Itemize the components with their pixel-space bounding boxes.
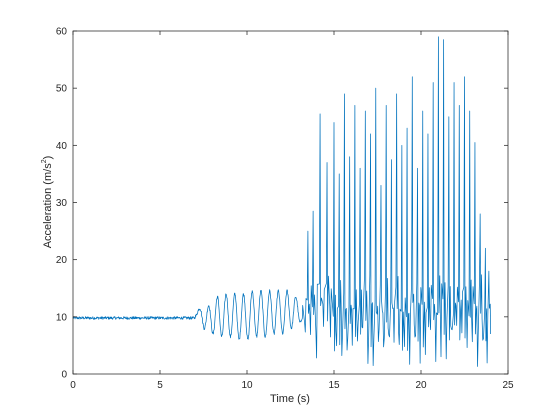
y-axis-label-base: Acceleration (m/s [42, 163, 54, 248]
y-tick-label: 0 [61, 370, 67, 381]
y-tick-label: 20 [56, 255, 68, 266]
x-tick-label: 5 [157, 380, 163, 391]
y-axis-label-tail: ) [42, 156, 54, 160]
x-tick-label: 25 [502, 380, 514, 391]
y-axis-ticks: 0 10 20 30 40 50 60 [56, 27, 508, 381]
acceleration-series-line [72, 36, 491, 367]
y-tick-label: 50 [56, 84, 68, 95]
y-tick-label: 40 [56, 141, 68, 152]
y-axis-label: Acceleration (m/s2) [41, 156, 54, 249]
x-tick-label: 10 [241, 380, 253, 391]
x-tick-label: 20 [415, 380, 427, 391]
x-axis-label: Time (s) [270, 393, 310, 405]
y-tick-label: 10 [56, 312, 68, 323]
plot-area [73, 31, 508, 374]
x-tick-label: 0 [70, 380, 76, 391]
y-tick-label: 30 [56, 198, 68, 209]
x-axis-ticks: 0 5 10 15 20 25 [70, 31, 514, 391]
x-tick-label: 15 [328, 380, 340, 391]
series-group [72, 36, 491, 367]
y-tick-label: 60 [56, 27, 68, 38]
y-axis-label-sup: 2 [41, 159, 48, 163]
